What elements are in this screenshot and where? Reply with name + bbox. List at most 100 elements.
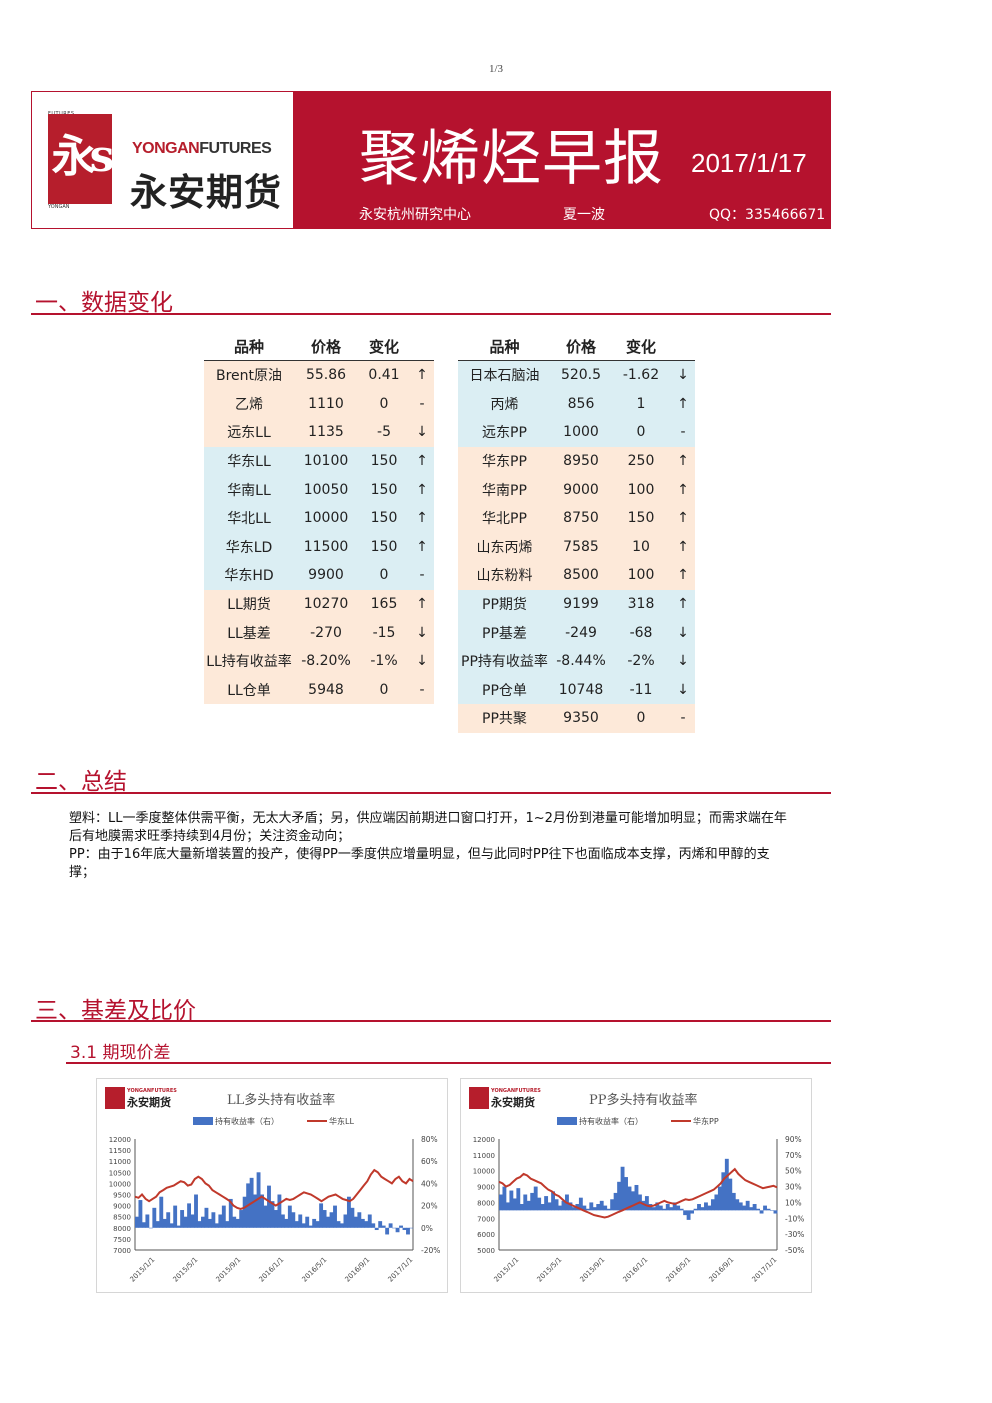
x-tick-label: 2016/5/1 <box>665 1256 693 1284</box>
chart-legend: 持有收益率（右） 华东PP <box>557 1116 719 1126</box>
bar-mark <box>267 1185 271 1228</box>
table-row: 山东丙烯 7585 10 ↑ <box>458 532 695 562</box>
table-row: 远东PP 1000 0- <box>458 418 695 447</box>
page-number: 1/3 <box>488 63 504 75</box>
cell-price: 10270 <box>294 589 358 619</box>
table-row: Brent原油 55.86 0.41 ↑ <box>204 360 434 390</box>
x-tick-label: 2016/5/1 <box>301 1256 329 1284</box>
cell-arrow: ↑ <box>410 503 434 533</box>
cell-name: PP仓单 <box>458 675 551 705</box>
cell-name: 乙烯 <box>204 389 294 419</box>
x-tick-label: 2015/5/1 <box>536 1256 564 1284</box>
logo-chinese: 永安期货 <box>130 171 282 214</box>
bar-mark <box>180 1210 185 1228</box>
y-right-tick-label: 10% <box>785 1198 802 1207</box>
cell-arrow: ↓ <box>410 618 434 647</box>
subsection-divider <box>66 1062 831 1064</box>
cell-change: 100 <box>611 475 671 504</box>
cell-price: 10050 <box>294 475 358 504</box>
bar-mark <box>277 1194 282 1228</box>
y-left-tick-label: 9000 <box>113 1203 131 1211</box>
bar-mark <box>319 1203 324 1228</box>
cell-change: -2% <box>611 646 671 676</box>
cell-price: 11500 <box>294 532 358 562</box>
bar-mark <box>676 1205 681 1211</box>
cell-name: 华东HD <box>204 561 294 590</box>
bar-mark <box>242 1196 247 1228</box>
bar-mark <box>176 1225 181 1228</box>
cell-price: 10100 <box>294 446 358 476</box>
bar-mark <box>235 1218 240 1228</box>
bar-mark <box>374 1227 379 1231</box>
summary-paragraph-pp: PP：由于16年底大量新增装置的投产，使得PP一季度供应增量明显，但与此同时PP… <box>69 847 770 880</box>
chart-title: LL多头持有收益率 <box>227 1093 336 1108</box>
bar-mark <box>512 1198 517 1211</box>
bar-mark <box>232 1216 237 1228</box>
cell-arrow: - <box>410 561 434 590</box>
bar-mark <box>367 1214 372 1228</box>
table-row: 华北PP 8750 150 ↑ <box>458 503 695 533</box>
bar-mark <box>190 1214 195 1228</box>
chart-logo-seal <box>105 1087 125 1109</box>
x-tick-label: 2016/1/1 <box>622 1256 650 1284</box>
bar-mark <box>204 1207 209 1228</box>
col-header-arrow <box>671 332 695 361</box>
bar-mark <box>752 1204 757 1211</box>
y-left-tick-label: 8000 <box>477 1199 495 1207</box>
bar-mark <box>561 1200 566 1211</box>
cell-price: 9350 <box>551 704 611 733</box>
cell-name: 华东LD <box>204 532 294 562</box>
cell-name: LL仓单 <box>204 675 294 705</box>
cell-arrow: ↓ <box>410 646 434 676</box>
bar-mark <box>690 1210 694 1214</box>
bar-mark <box>399 1225 403 1228</box>
cell-name: 华南PP <box>458 475 551 504</box>
col-header-price: 价格 <box>551 332 611 361</box>
x-tick-label: 2017/1/1 <box>751 1256 779 1284</box>
table-row: LL期货 10270 165 ↑ <box>204 589 434 619</box>
y-right-tick-label: 70% <box>785 1151 802 1160</box>
bar-mark <box>613 1192 618 1211</box>
cell-arrow: ↓ <box>671 618 695 647</box>
bar-mark <box>610 1199 615 1211</box>
y-right-tick-label: 20% <box>421 1202 438 1211</box>
bar-mark <box>655 1202 660 1211</box>
col-header-name: 品种 <box>204 332 294 361</box>
bar-mark <box>152 1207 157 1228</box>
col-header-change: 变化 <box>611 332 671 361</box>
cell-name: PP期货 <box>458 589 551 619</box>
cell-arrow: ↑ <box>671 503 695 533</box>
bar-mark <box>350 1207 355 1228</box>
bar-mark <box>603 1205 608 1211</box>
cell-price: 1110 <box>294 389 358 419</box>
table-row: LL持有收益率 -8.20% -1% ↓ <box>204 646 434 676</box>
cell-price: -270 <box>294 618 358 647</box>
bar-mark <box>221 1205 226 1228</box>
y-left-tick-label: 11000 <box>109 1158 131 1166</box>
bar-mark <box>620 1166 625 1211</box>
cell-price: 8950 <box>551 446 611 476</box>
cell-name: PP持有收益率 <box>458 646 551 676</box>
table-row: 华东PP 8950 250 ↑ <box>458 446 695 476</box>
y-left-tick-label: 6000 <box>477 1231 495 1239</box>
table-row: 华东LL 10100 150 ↑ <box>204 446 434 476</box>
table-row: 丙烯 856 1 ↑ <box>458 389 695 419</box>
cell-arrow: ↑ <box>410 475 434 504</box>
cell-price: 8750 <box>551 503 611 533</box>
bar-mark <box>766 1208 771 1211</box>
col-header-name: 品种 <box>458 332 551 361</box>
cell-change: 150 <box>358 446 410 476</box>
y-right-tick-label: 50% <box>785 1167 802 1176</box>
cell-arrow: - <box>410 675 434 705</box>
table-row: 远东LL 1135 -5 ↓ <box>204 418 434 447</box>
x-tick-label: 2016/9/1 <box>344 1256 372 1284</box>
bar-mark <box>721 1172 726 1211</box>
bar-mark <box>315 1221 320 1228</box>
cell-change: 0 <box>358 561 410 590</box>
bar-mark <box>634 1184 639 1211</box>
right-data-table: 品种 价格 变化 日本石脑油 520.5 -1.62 ↓ 丙烯 856 1 ↑ 远东PP 1000… <box>458 332 695 733</box>
cell-name: 华东PP <box>458 446 551 476</box>
x-tick-label: 2015/9/1 <box>579 1256 607 1284</box>
table-row: 日本石脑油 520.5 -1.62 ↓ <box>458 360 695 390</box>
chart-logo-en: YONGANFUTURES <box>491 1088 541 1094</box>
